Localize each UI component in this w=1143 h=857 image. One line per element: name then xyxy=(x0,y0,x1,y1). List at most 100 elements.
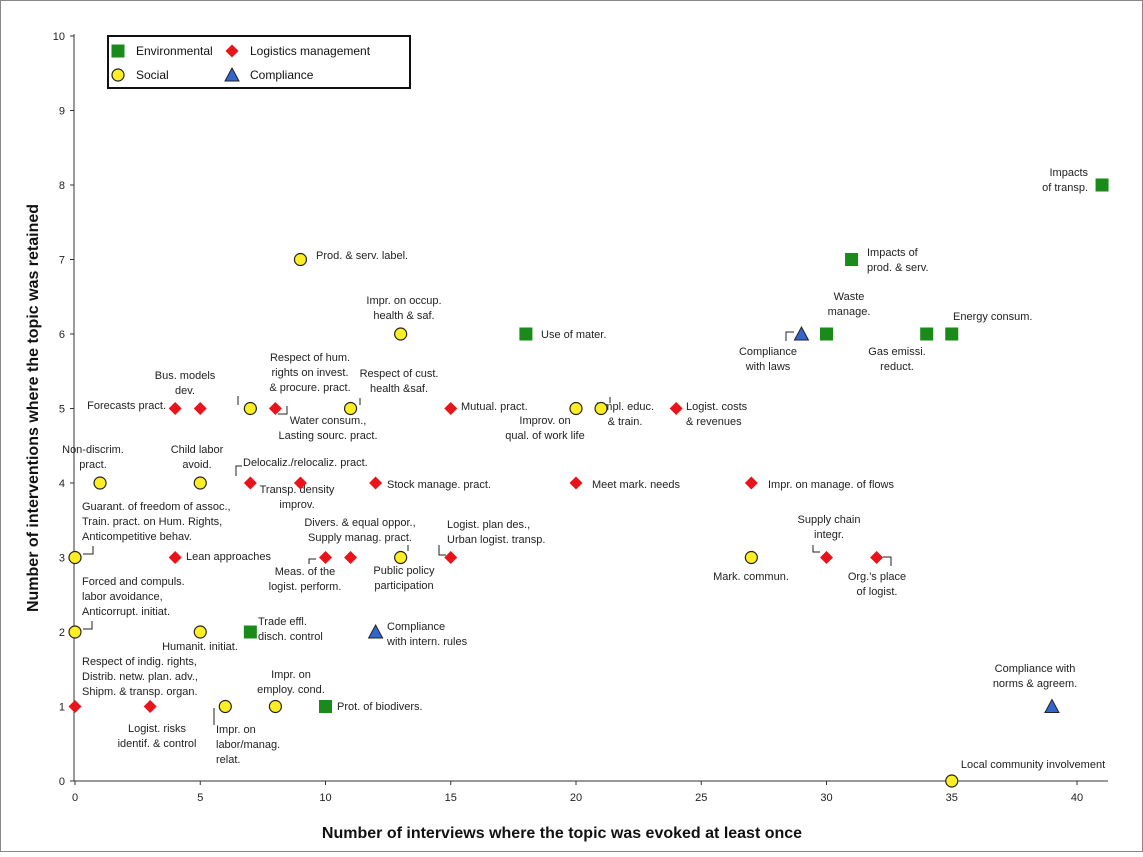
logistics-point-meas-of-the xyxy=(319,551,332,564)
logistics-point-org-s-place xyxy=(870,551,884,564)
label-connector xyxy=(235,465,242,476)
point-label-line: Stock manage. pract. xyxy=(387,479,491,491)
point-label-line: Forced and compuls. xyxy=(82,576,185,588)
logistics-point-forecasts-pract xyxy=(168,402,182,415)
point-label-child-labor: Child labor avoid. xyxy=(171,444,224,471)
x-tick-label: 35 xyxy=(946,792,958,804)
social-point-mark-commun xyxy=(744,550,758,565)
point-label-line: Prot. of biodivers. xyxy=(337,701,423,713)
environmental-point-use-of-mater xyxy=(519,327,533,341)
y-tick-label: 0 xyxy=(59,776,65,788)
point-label-delocaliz-relocaliz-pract: Delocaliz./relocaliz. pract. xyxy=(243,457,368,469)
logistics-point-logist-risks xyxy=(143,700,157,713)
point-label-line: Non-discrim. xyxy=(62,444,124,456)
point-label-line: Energy consum. xyxy=(953,311,1032,323)
point-label-line: Waste xyxy=(834,291,865,303)
point-label-line: Lean approaches xyxy=(186,551,272,563)
logistics-point-impr-on-manage-of-flows xyxy=(744,476,758,490)
y-tick-label: 9 xyxy=(59,106,65,118)
point-label-line: Logist. plan des., xyxy=(447,519,530,531)
point-label-line: health & saf. xyxy=(373,310,434,322)
point-label-impr-on-occup: Impr. on occup. health & saf. xyxy=(366,295,441,322)
point-label-line: Impr. on xyxy=(216,724,256,736)
point-label-line: of transp. xyxy=(1042,182,1088,194)
point-label-line: improv. xyxy=(279,499,314,511)
point-label-line: health &saf. xyxy=(370,383,428,395)
logistics-point-bus-models xyxy=(193,402,207,415)
point-label-bus-models: Bus. models dev. xyxy=(155,370,216,397)
point-label-line: of logist. xyxy=(857,586,898,598)
x-tick-label: 30 xyxy=(820,792,832,804)
point-label-impr-on-manage-of-flows: Impr. on manage. of flows xyxy=(768,479,894,491)
point-label-line: Mark. commun. xyxy=(713,571,789,583)
x-tick-label: 40 xyxy=(1071,792,1083,804)
label-connector xyxy=(438,545,446,556)
point-label-line: Compliance xyxy=(739,346,797,358)
point-label-non-discrim: Non-discrim. pract. xyxy=(62,444,124,471)
logistics-point-supply-chain xyxy=(820,551,833,564)
point-label-line: Mutual. pract. xyxy=(461,401,528,413)
legend-marker-compliance xyxy=(224,66,240,82)
point-label-mark-commun: Mark. commun. xyxy=(713,571,789,583)
point-label-line: integr. xyxy=(814,529,844,541)
x-tick-label: 5 xyxy=(197,792,203,804)
logistics-point-logist-costs xyxy=(669,402,683,415)
point-label-line: Divers. & equal oppor., xyxy=(304,517,415,529)
point-label-line: Train. pract. on Hum. Rights, xyxy=(82,516,222,528)
point-label-line: reduct. xyxy=(880,361,914,373)
data-points xyxy=(68,178,1109,788)
point-label-line: Transp. density xyxy=(260,484,335,496)
point-label-line: disch. control xyxy=(258,631,323,643)
point-label-stock-manage-pract: Stock manage. pract. xyxy=(387,479,491,491)
social-point-child-labor xyxy=(193,476,207,490)
label-connector xyxy=(785,331,794,341)
environmental-point-gas-emissi xyxy=(920,327,934,341)
x-tick-label: 15 xyxy=(445,792,457,804)
point-label-respect-of-cust: Respect of cust. health &saf. xyxy=(360,368,439,395)
point-label-line: pract. xyxy=(79,459,107,471)
logistics-point-delocaliz-relocaliz-pract xyxy=(243,476,257,490)
point-label-compliance-with: Compliance with norms & agreem. xyxy=(993,663,1077,690)
point-label-waste: Waste manage. xyxy=(828,291,871,318)
logistics-point-lean-approaches xyxy=(168,551,182,564)
environmental-point-trade-effl xyxy=(243,625,257,639)
legend-label-logistics: Logistics management xyxy=(250,44,371,58)
y-tick-label: 7 xyxy=(59,255,65,267)
point-label-line: & revenues xyxy=(686,416,742,428)
x-tick-label: 0 xyxy=(72,792,78,804)
point-label-line: Logist. costs xyxy=(686,401,748,413)
point-label-mutual-pract: Mutual. pract. xyxy=(461,401,528,413)
point-label-line: labor avoidance, xyxy=(82,591,163,603)
point-label-logist-costs: Logist. costs & revenues xyxy=(686,401,748,428)
label-connector xyxy=(812,545,820,553)
point-label-forced-and-compuls: Forced and compuls. labor avoidance, Antic… xyxy=(82,576,185,618)
point-label-prot-of-biodivers: Prot. of biodivers. xyxy=(337,701,423,713)
y-tick-label: 2 xyxy=(59,627,65,639)
point-label-line: manage. xyxy=(828,306,871,318)
point-label-line: Trade effl. xyxy=(258,616,307,628)
point-label-line: with laws xyxy=(745,361,791,373)
social-point-improv-on xyxy=(569,401,583,416)
point-label-line: Supply manag. pract. xyxy=(308,532,412,544)
point-label-line: Lasting sourc. pract. xyxy=(278,430,377,442)
point-label-meas-of-the: Meas. of the logist. perform. xyxy=(269,566,342,593)
point-label-lean-approaches: Lean approaches xyxy=(186,551,272,563)
compliance-point-compliance xyxy=(793,325,810,341)
point-label-line: Anticompetitive behav. xyxy=(82,531,192,543)
logistics-point-stock-manage-pract xyxy=(369,476,383,490)
point-label-compliance: Compliance with laws xyxy=(739,346,797,373)
point-label-line: Compliance xyxy=(387,621,445,633)
point-label-meet-mark-needs: Meet mark. needs xyxy=(592,479,681,491)
point-label-public-policy: Public policy participation xyxy=(373,565,435,592)
social-point-forced-and-compuls xyxy=(68,625,82,639)
legend-marker-environmental xyxy=(111,44,125,58)
legend-label-compliance: Compliance xyxy=(250,68,314,82)
social-point-impr-on-occup xyxy=(394,327,408,341)
point-label-prod-serv-label: Prod. & serv. label. xyxy=(316,250,408,262)
point-label-line: Compliance with xyxy=(995,663,1076,675)
point-label-impacts: Impacts of transp. xyxy=(1042,167,1088,194)
point-label-org-s-place: Org.'s place of logist. xyxy=(848,571,906,598)
social-point-impr-on xyxy=(218,699,232,714)
social-point-guarant-of-freedom-of-assoc xyxy=(68,550,82,565)
